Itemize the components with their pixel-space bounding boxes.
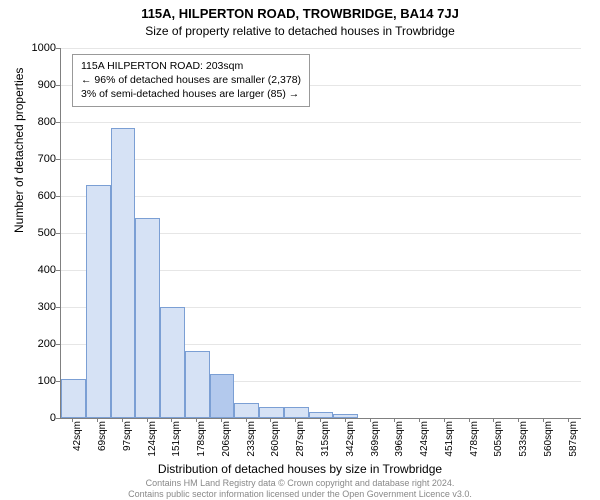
footer-text: Contains HM Land Registry data © Crown c… (0, 478, 600, 500)
x-tick-label: 260sqm (270, 421, 281, 461)
y-tick-label: 400 (16, 264, 56, 276)
x-tick-label: 342sqm (345, 421, 356, 461)
legend-line-2: ← 96% of detached houses are smaller (2,… (81, 73, 301, 87)
y-tick-label: 800 (16, 116, 56, 128)
y-tick-label: 1000 (16, 42, 56, 54)
x-tick-label: 560sqm (543, 421, 554, 461)
x-tick-label: 478sqm (469, 421, 480, 461)
x-tick-label: 206sqm (221, 421, 232, 461)
y-tick-label: 500 (16, 227, 56, 239)
y-axis-label: Number of detached properties (12, 68, 26, 233)
x-tick-label: 233sqm (246, 421, 257, 461)
y-tick-label: 100 (16, 375, 56, 387)
x-tick-label: 42sqm (72, 421, 83, 461)
x-axis-label: Distribution of detached houses by size … (0, 462, 600, 476)
gridline (61, 122, 581, 123)
x-tick-label: 369sqm (370, 421, 381, 461)
x-tick-label: 151sqm (171, 421, 182, 461)
x-tick-label: 124sqm (147, 421, 158, 461)
y-tick-label: 600 (16, 190, 56, 202)
footer-line-2: Contains public sector information licen… (0, 489, 600, 500)
histogram-bar (259, 407, 284, 418)
x-tick-label: 396sqm (394, 421, 405, 461)
gridline (61, 48, 581, 49)
y-tick-label: 0 (16, 412, 56, 424)
chart-subtitle: Size of property relative to detached ho… (0, 24, 600, 38)
x-tick-label: 178sqm (196, 421, 207, 461)
histogram-bar (234, 403, 259, 418)
histogram-bar (284, 407, 309, 418)
x-tick-label: 69sqm (97, 421, 108, 461)
legend-box: 115A HILPERTON ROAD: 203sqm ← 96% of det… (72, 54, 310, 107)
y-tick-label: 700 (16, 153, 56, 165)
x-tick-label: 587sqm (568, 421, 579, 461)
histogram-bar (61, 379, 86, 418)
chart-container: 115A, HILPERTON ROAD, TROWBRIDGE, BA14 7… (0, 0, 600, 500)
x-tick-label: 424sqm (419, 421, 430, 461)
x-tick-label: 451sqm (444, 421, 455, 461)
x-tick-label: 533sqm (518, 421, 529, 461)
gridline (61, 159, 581, 160)
histogram-bar (160, 307, 185, 418)
y-tick-label: 300 (16, 301, 56, 313)
x-tick-label: 505sqm (493, 421, 504, 461)
x-tick-label: 315sqm (320, 421, 331, 461)
y-tick-label: 900 (16, 79, 56, 91)
y-tick-label: 200 (16, 338, 56, 350)
footer-line-1: Contains HM Land Registry data © Crown c… (0, 478, 600, 489)
legend-line-3: 3% of semi-detached houses are larger (8… (81, 87, 301, 101)
chart-title: 115A, HILPERTON ROAD, TROWBRIDGE, BA14 7… (0, 6, 600, 21)
legend-line-1: 115A HILPERTON ROAD: 203sqm (81, 59, 301, 73)
histogram-bar (86, 185, 111, 418)
histogram-bar (135, 218, 160, 418)
x-tick-label: 97sqm (122, 421, 133, 461)
x-tick-label: 287sqm (295, 421, 306, 461)
histogram-bar (111, 128, 136, 418)
histogram-bar (210, 374, 235, 418)
histogram-bar (333, 414, 358, 418)
gridline (61, 196, 581, 197)
histogram-bar (185, 351, 210, 418)
